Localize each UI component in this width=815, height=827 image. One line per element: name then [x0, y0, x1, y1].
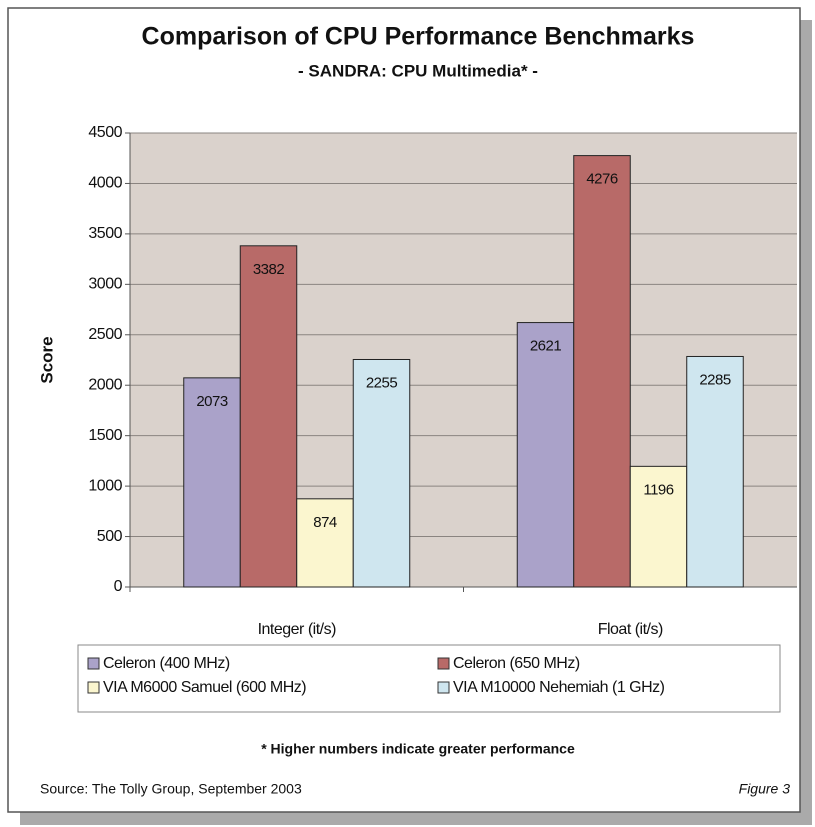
legend-label: VIA M10000 Nehemiah (1 GHz)	[453, 679, 665, 696]
bar	[686, 355, 744, 588]
legend-marker	[437, 657, 450, 670]
figure-label: Figure 3	[739, 781, 791, 797]
legend-label: Celeron (650 MHz)	[453, 655, 580, 672]
chart-title: Comparison of CPU Performance Benchmarks	[142, 23, 695, 51]
y-tick-label: 0	[114, 578, 123, 595]
chart-subtitle: - SANDRA: CPU Multimedia* -	[298, 61, 538, 80]
legend-label: VIA M6000 Samuel (600 MHz)	[103, 679, 306, 696]
data-label: 2073	[196, 393, 228, 410]
y-tick-label: 2000	[88, 376, 122, 393]
y-tick-label: 1500	[88, 427, 122, 444]
y-tick-label: 1000	[88, 477, 122, 494]
legend-label: Celeron (400 MHz)	[103, 655, 230, 672]
bar	[573, 155, 631, 588]
data-label: 2255	[366, 374, 398, 391]
y-tick-label: 500	[97, 528, 123, 545]
x-tick-label: Integer (it/s)	[258, 621, 337, 638]
legend-marker	[437, 681, 450, 694]
x-tick-label: Float (it/s)	[598, 621, 663, 638]
data-label: 2285	[699, 371, 731, 388]
bar	[239, 245, 298, 588]
data-label: 1196	[643, 481, 673, 498]
y-tick-label: 2500	[88, 326, 122, 343]
y-tick-label: 4500	[88, 124, 122, 141]
y-tick-label: 3500	[88, 225, 122, 242]
legend-marker	[87, 681, 100, 694]
y-axis-label: Score	[37, 336, 56, 383]
y-tick-label: 3000	[88, 276, 122, 293]
legend	[77, 644, 781, 713]
data-label: 874	[313, 514, 337, 531]
data-label: 2621	[530, 338, 562, 355]
legend-marker	[87, 657, 100, 670]
bar	[629, 465, 688, 588]
data-label: 4276	[586, 171, 618, 188]
footnote: * Higher numbers indicate greater perfor…	[261, 741, 575, 757]
bar	[516, 322, 575, 588]
bar	[296, 498, 354, 588]
data-label: 3382	[253, 261, 285, 278]
y-tick-label: 4000	[88, 175, 122, 192]
bar	[352, 358, 411, 588]
source: Source: The Tolly Group, September 2003	[40, 781, 302, 797]
bar	[183, 377, 241, 588]
